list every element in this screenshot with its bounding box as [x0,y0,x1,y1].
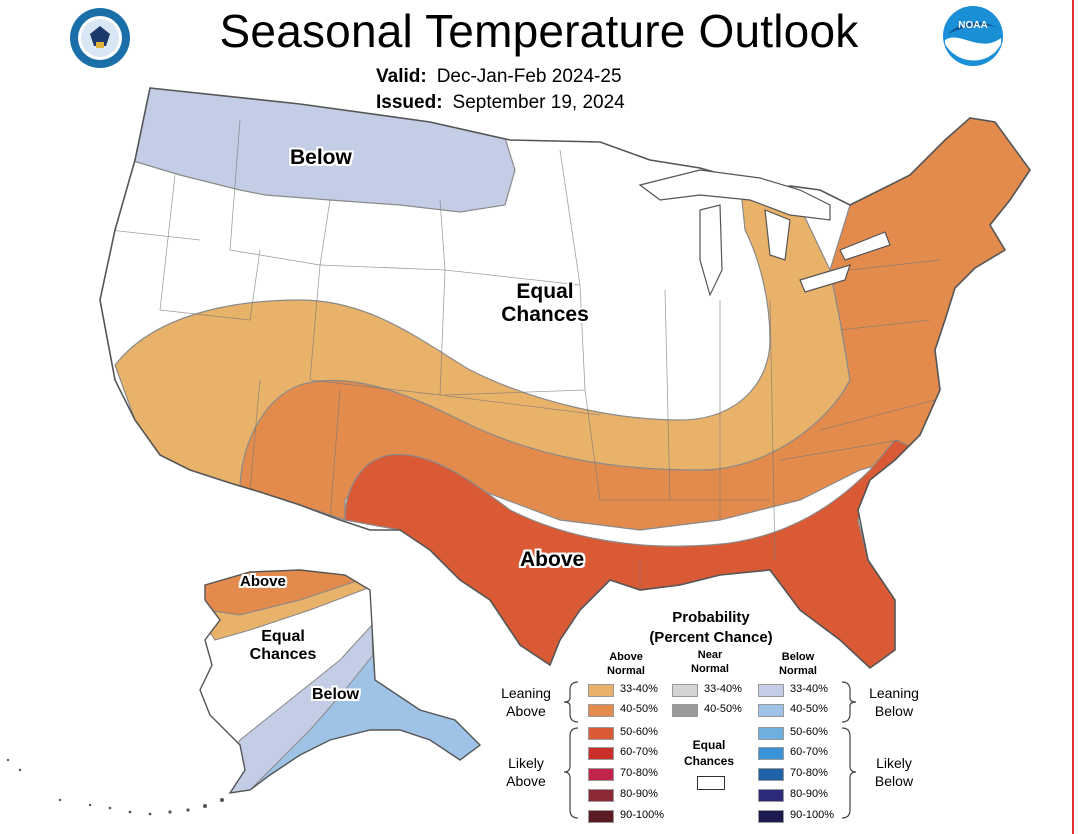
valid-value: Dec-Jan-Feb 2024-25 [436,66,622,87]
legend-near-percent-label: 40-50% [704,703,742,715]
below-header-line1: Below [781,651,815,663]
legend-above-header: Above Normal [596,650,656,679]
legend-below-percent-label: 90-100% [790,809,835,821]
legend-below-header: Below Normal [768,650,828,679]
ak-equal-label: Equal Chances [238,628,328,663]
legend-above-percent-label: 50-60% [620,726,658,738]
legend-title-line2: (Percent Chance) [649,628,773,646]
legend-below-swatch [758,704,784,717]
issued-value: September 19, 2024 [452,92,625,113]
valid-line: Valid: Dec-Jan-Feb 2024-25 [376,66,622,88]
legend-above-percent-label: 60-70% [620,746,658,758]
legend-above-percent-label: 40-50% [620,703,658,715]
legend-above-swatch [588,727,614,740]
conus-above-label: Above [520,548,585,571]
conus-equal-line2: Chances [501,303,589,327]
conus-outline [99,87,1031,670]
legend-equal-label: Equal Chances [674,738,744,769]
equal-line1: Equal [692,738,726,752]
page-title: Seasonal Temperature Outlook [219,5,859,57]
leaning-below-line1: Leaning [869,685,919,701]
legend-equal-swatch [697,776,725,790]
aleutian-islands [6,758,224,816]
leaning-above-line2: Above [506,703,546,720]
noaa-logo-icon: NOAA [943,6,1003,66]
legend-below-percent-label: 40-50% [790,703,828,715]
likely-above-line1: Likely [508,755,544,771]
likely-above-label: Likely Above [486,754,566,790]
equal-line2: Chances [683,753,735,768]
legend-title-line1: Probability [672,609,750,626]
legend-above-swatch [588,747,614,760]
legend-above-swatch [588,768,614,781]
likely-above-line2: Above [506,773,546,790]
legend-below-percent-label: 50-60% [790,726,828,738]
conus-below-label: Below [290,146,352,169]
right-border [1072,0,1074,834]
legend-below-percent-label: 60-70% [790,746,828,758]
ak-equal-line2: Chances [249,645,317,663]
conus-equal-label: Equal Chances [490,280,600,326]
noaa-logo-text: NOAA [958,20,987,31]
legend-below-swatch [758,768,784,781]
alaska-outline [199,569,482,794]
legend-below-swatch [758,747,784,760]
leaning-above-line1: Leaning [501,685,551,701]
conus-equal-line1: Equal [516,280,574,303]
valid-label: Valid: [376,66,427,87]
near-header-line1: Near [697,649,723,661]
likely-below-line1: Likely [876,755,912,771]
ak-above-label: Above [240,573,286,590]
above-header-line1: Above [609,651,643,663]
legend-above-percent-label: 90-100% [620,809,665,821]
legend-below-swatch [758,789,784,802]
ak-equal-line1: Equal [261,628,305,645]
great-lakes [638,169,891,297]
legend-near-header: Near Normal [680,648,740,677]
ak-below-label: Below [312,686,360,703]
legend-above-swatch [588,704,614,717]
probability-legend: Probability (Percent Chance) Above Norma… [496,606,936,832]
legend-braces [563,681,857,819]
legend-below-percent-label: 70-80% [790,767,828,779]
below-header-line2: Normal [779,665,817,678]
alaska-regions [200,570,480,793]
doc-seal-icon [70,8,130,68]
likely-below-line2: Below [874,773,914,790]
likely-below-label: Likely Below [854,754,934,790]
near-header-line2: Normal [691,663,729,676]
legend-near-swatch [672,684,698,697]
issued-label: Issued: [376,92,443,113]
legend-above-percent-label: 33-40% [620,683,658,695]
legend-above-percent-label: 80-90% [620,788,658,800]
legend-near-percent-label: 33-40% [704,683,742,695]
legend-below-percent-label: 80-90% [790,788,828,800]
issued-line: Issued: September 19, 2024 [376,92,625,114]
leaning-below-line2: Below [874,703,914,720]
leaning-below-label: Leaning Below [854,684,934,720]
legend-above-swatch [588,810,614,823]
legend-above-swatch [588,684,614,697]
above-header-line2: Normal [607,665,645,678]
legend-below-swatch [758,684,784,697]
legend-near-swatch [672,704,698,717]
legend-above-swatch [588,789,614,802]
legend-below-swatch [758,810,784,823]
legend-above-percent-label: 70-80% [620,767,658,779]
leaning-above-label: Leaning Above [486,684,566,720]
legend-below-swatch [758,727,784,740]
legend-below-percent-label: 33-40% [790,683,828,695]
legend-title: Probability (Percent Chance) [596,608,826,647]
state-boundaries [109,119,941,590]
